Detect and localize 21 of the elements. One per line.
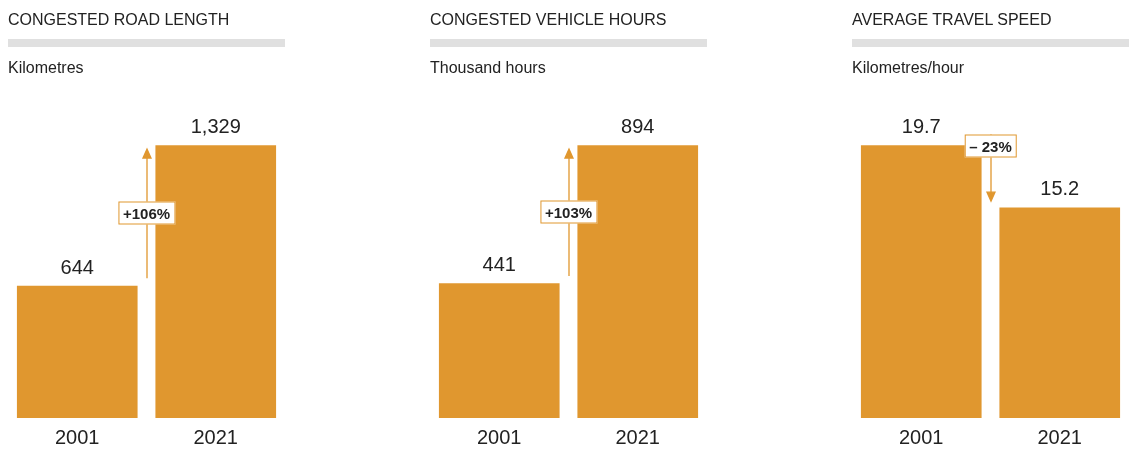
x-tick-label: 2021 xyxy=(1037,425,1082,448)
chart-title: CONGESTED ROAD LENGTH xyxy=(8,10,231,30)
annotation: +106% xyxy=(117,201,176,225)
chart-title: CONGESTED VEHICLE HOURS xyxy=(430,10,668,30)
data-label: 894 xyxy=(621,115,655,138)
annotation: +103% xyxy=(539,200,598,224)
data-label: 1,329 xyxy=(190,115,241,138)
data-label: 15.2 xyxy=(1040,177,1080,200)
x-tick-label: 2021 xyxy=(615,425,660,448)
annotation: – 23% xyxy=(964,134,1017,158)
x-tick-label: 2021 xyxy=(193,425,238,448)
data-label: 441 xyxy=(482,253,516,276)
chart-subtitle: Kilometres xyxy=(8,59,85,78)
x-tick-label: 2001 xyxy=(477,425,522,448)
data-label: 19.7 xyxy=(901,115,941,138)
data-label: 644 xyxy=(60,255,94,278)
x-tick-label: 2001 xyxy=(55,425,100,448)
chart-subtitle: Kilometres/hour xyxy=(852,59,966,78)
x-tick-label: 2001 xyxy=(899,425,944,448)
chart-title: AVERAGE TRAVEL SPEED xyxy=(852,10,1053,30)
chart-subtitle: Thousand hours xyxy=(430,59,547,78)
